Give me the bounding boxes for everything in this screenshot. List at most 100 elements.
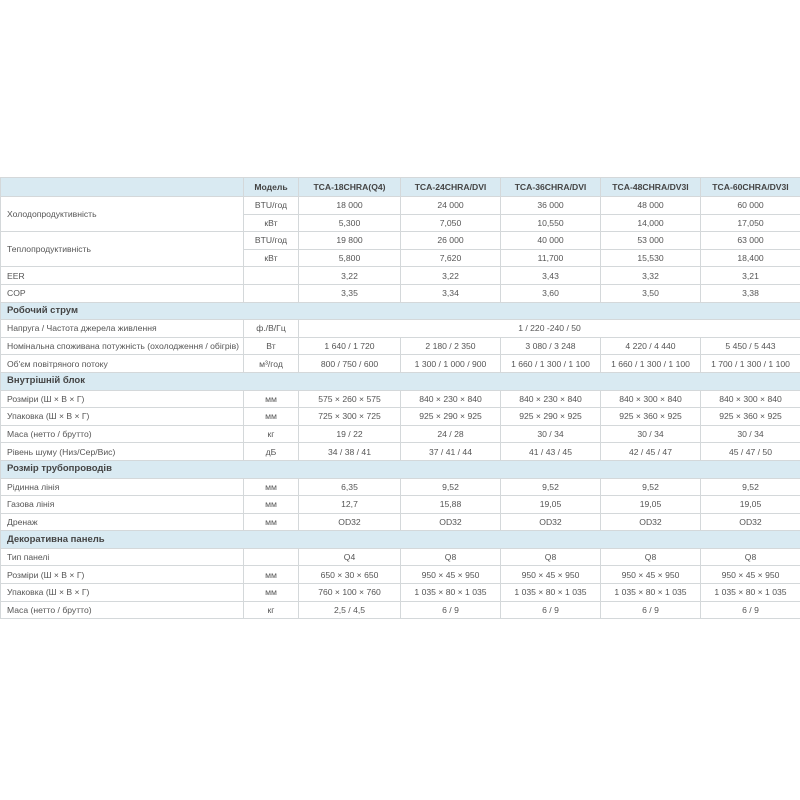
value: OD32 [400,512,501,532]
spec-table: Модель TCA-18CHRA(Q4) TCA-24CHRA/DVI TCA-36… [0,177,800,620]
value: 3 080 / 3 248 [500,336,601,356]
value: Q8 [600,547,701,567]
value: 1 / 220 -240 / 50 [298,319,800,338]
row-label: Упаковка (Ш × В × Г) [0,407,244,426]
unit: м³/год [243,354,299,373]
value: 925 × 290 × 925 [500,407,601,426]
value: 7,620 [400,248,501,268]
value: OD32 [500,512,601,532]
row-label: Тип панелі [0,547,244,567]
section-title: Внутрішній блок [0,371,800,391]
value: 6,35 [298,477,401,497]
spec-row: кВт 5,800 7,620 11,700 15,530 18,400 [1,248,800,268]
value: 1 035 × 80 × 1 035 [700,583,800,602]
value: 3,32 [600,266,701,285]
value: OD32 [298,512,401,532]
value: 1 300 / 1 000 / 900 [400,354,501,373]
value: 9,52 [400,477,501,497]
unit: ф./В/Гц [243,319,299,338]
spec-row: Напруга / Частота джерела живлення ф./В/Г… [0,319,800,338]
value: 1 660 / 1 300 / 1 100 [600,354,701,373]
value: 575 × 260 × 575 [298,389,401,409]
value: 840 × 230 × 840 [500,389,601,409]
table-body: Холодопродуктивність BTU/год 18 000 24 000 3… [0,195,800,620]
model-name: TCA-48CHRA/DV3I [600,177,701,197]
value: 6 / 9 [500,600,601,620]
value: 15,88 [400,495,501,514]
value: 41 / 43 / 45 [500,442,601,461]
value: 3,43 [500,266,601,285]
value: 950 × 45 × 950 [700,565,800,585]
unit: кг [243,600,299,620]
unit [243,547,299,567]
row-label: Номінальна споживана потужність (охолодж… [0,336,244,356]
unit [243,283,299,303]
spec-row: Холодопродуктивність BTU/год 18 000 24 000 3… [0,195,800,233]
value: 3,50 [600,283,701,303]
value: 17,050 [700,213,800,233]
row-label: EER [0,266,244,285]
unit: мм [243,389,299,409]
row-label: Розміри (Ш × В × Г) [0,389,244,409]
value: 950 × 45 × 950 [500,565,601,585]
value: 6 / 9 [600,600,701,620]
section-row: Декоративна панель [0,530,800,549]
section-row: Робочий струм [0,301,800,321]
value: 6 / 9 [400,600,501,620]
value: 24 / 28 [400,424,501,444]
value: 19 800 [298,231,401,250]
value: 19,05 [500,495,601,514]
value: 9,52 [600,477,701,497]
spec-row: Упаковка (Ш × В × Г) мм 725 × 300 × 725 925… [0,407,800,426]
value: 3,38 [700,283,800,303]
value: 1 660 / 1 300 / 1 100 [500,354,601,373]
unit: мм [243,565,299,585]
header-row: Модель TCA-18CHRA(Q4) TCA-24CHRA/DVI TCA-36… [0,177,800,197]
value: 760 × 100 × 760 [298,583,401,602]
value: 30 / 34 [500,424,601,444]
value: 3,60 [500,283,601,303]
value: 840 × 300 × 840 [700,389,800,409]
value: 3,22 [400,266,501,285]
value: 18 000 [298,196,401,215]
row-label: Холодопродуктивність [0,195,244,233]
row-label: Упаковка (Ш × В × Г) [0,583,244,602]
value: 950 × 45 × 950 [400,565,501,585]
value: 840 × 230 × 840 [400,389,501,409]
value: 925 × 360 × 925 [700,407,800,426]
spec-row: Рідинна лінія мм 6,35 9,52 9,52 9,52 9,52 [0,477,800,497]
unit: Вт [243,336,299,356]
value: Q8 [700,547,800,567]
spec-row: Об'єм повітряного потоку м³/год 800 / 750 … [0,354,800,373]
value: 34 / 38 / 41 [298,442,401,461]
value: 3,22 [298,266,401,285]
section-title: Робочий струм [0,301,800,321]
spec-row: Тип панелі Q4 Q8 Q8 Q8 Q8 [0,547,800,567]
model-name: TCA-60CHRA/DV3I [700,177,800,197]
value: 30 / 34 [700,424,800,444]
value: OD32 [600,512,701,532]
value: Q8 [500,547,601,567]
value: Q4 [298,547,401,567]
unit: дБ [243,442,299,461]
spec-row: Розміри (Ш × В × Г) мм 650 × 30 × 650 950 ×… [0,565,800,585]
value: 60 000 [700,196,800,215]
value: 11,700 [500,248,601,268]
value: 26 000 [400,231,501,250]
value: 3,21 [700,266,800,285]
spec-row: Розміри (Ш × В × Г) мм 575 × 260 × 575 840 … [0,389,800,409]
value: 950 × 45 × 950 [600,565,701,585]
model-name: TCA-18CHRA(Q4) [298,177,401,197]
value: 1 640 / 1 720 [298,336,401,356]
row-label: Об'єм повітряного потоку [0,354,244,373]
value: 12,7 [298,495,401,514]
value: 48 000 [600,196,701,215]
value: 1 035 × 80 × 1 035 [500,583,601,602]
model-name: TCA-24CHRA/DVI [400,177,501,197]
value: 5 450 / 5 443 [700,336,800,356]
unit: мм [243,495,299,514]
value: 9,52 [500,477,601,497]
value: 925 × 360 × 925 [600,407,701,426]
row-label: COP [0,283,244,303]
